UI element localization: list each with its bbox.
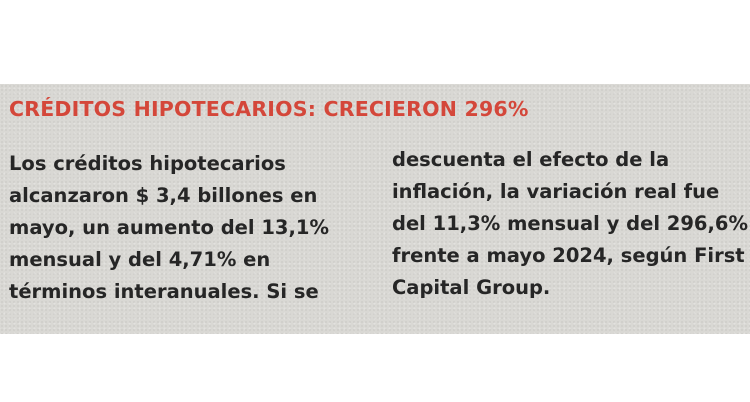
text-line: Capital Group. bbox=[392, 276, 551, 299]
text-line: mensual y del 4,71% en bbox=[9, 248, 271, 271]
article-column-left: Los créditos hipotecarios alcanzaron $ 3… bbox=[9, 148, 329, 308]
text-line: mayo, un aumento del 13,1% bbox=[9, 216, 330, 239]
text-line: alcanzaron $ 3,4 billones en bbox=[9, 184, 318, 207]
text-line: términos interanuales. Si se bbox=[9, 280, 319, 303]
headline: CRÉDITOS HIPOTECARIOS: CRECIERON 296% bbox=[9, 97, 529, 121]
text-line: frente a mayo 2024, según First bbox=[392, 244, 745, 267]
text-line: inflación, la variación real fue bbox=[392, 180, 720, 203]
article-column-right: descuenta el efecto de la inflación, la … bbox=[392, 144, 748, 304]
text-line: del 11,3% mensual y del 296,6% bbox=[392, 212, 749, 235]
text-line: Los créditos hipotecarios bbox=[9, 152, 286, 175]
text-line: descuenta el efecto de la bbox=[392, 148, 670, 171]
newspaper-clipping: CRÉDITOS HIPOTECARIOS: CRECIERON 296% Lo… bbox=[0, 84, 750, 334]
